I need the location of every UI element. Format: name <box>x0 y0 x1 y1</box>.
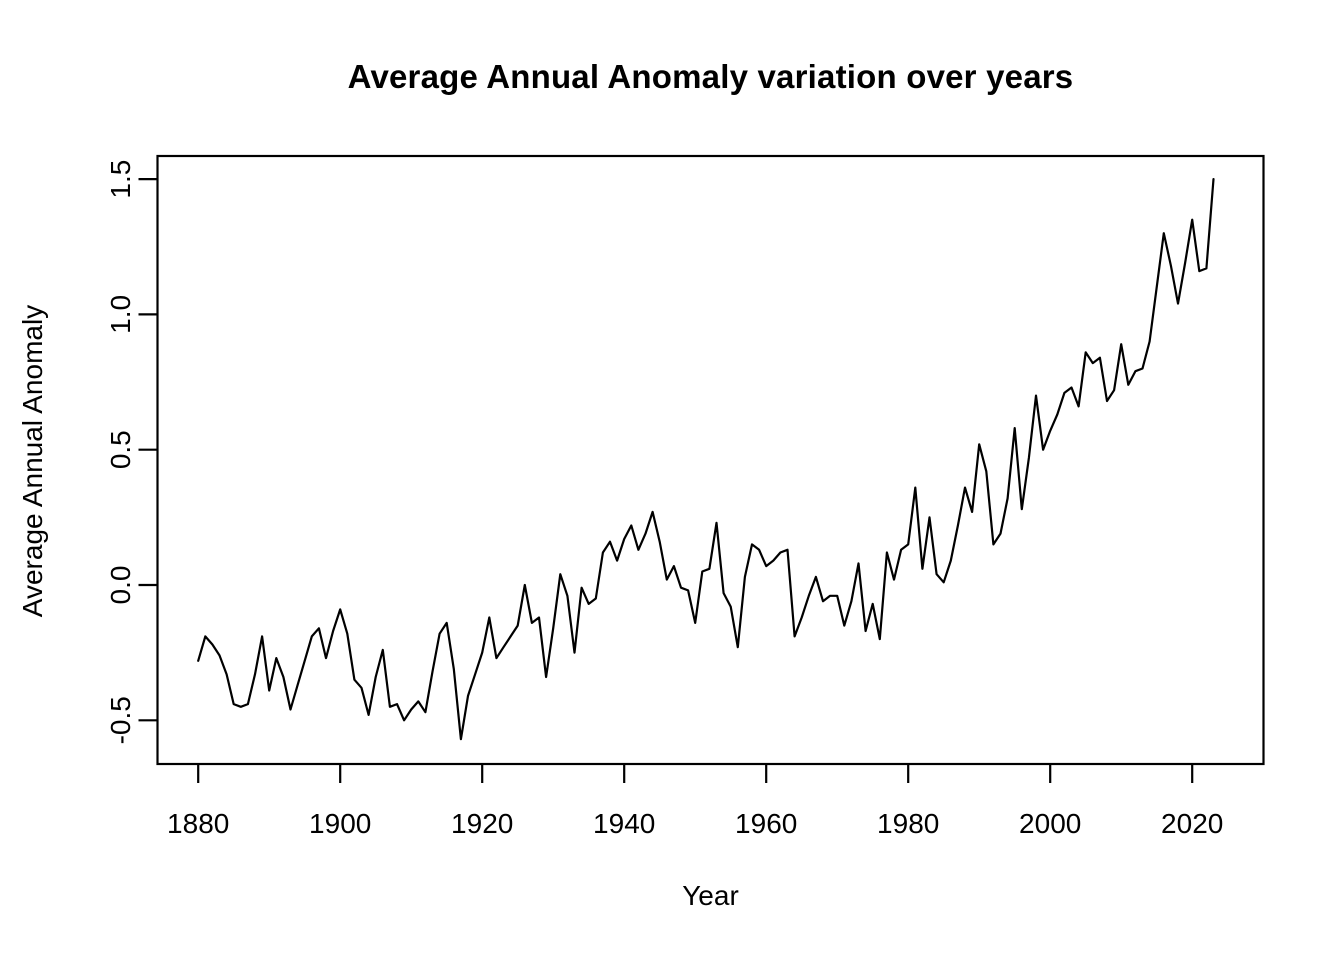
y-tick-label: 0.0 <box>105 566 136 605</box>
x-axis-label: Year <box>682 880 739 911</box>
y-axis-label: Average Annual Anomaly <box>17 304 48 618</box>
x-tick-label: 1880 <box>167 808 229 839</box>
x-tick-label: 1980 <box>877 808 939 839</box>
y-tick-label: 0.5 <box>105 430 136 469</box>
anomaly-line <box>197 178 1215 741</box>
y-tick-label: -0.5 <box>105 696 136 744</box>
x-tick-label: 1920 <box>451 808 513 839</box>
plot-border <box>156 154 1265 766</box>
x-tick-label: 1940 <box>593 808 655 839</box>
y-tick-label: 1.0 <box>105 295 136 334</box>
x-tick-label: 1900 <box>309 808 371 839</box>
x-tick-label: 2020 <box>1161 808 1223 839</box>
chart-title: Average Annual Anomaly variation over ye… <box>347 58 1074 95</box>
y-tick-label: 1.5 <box>105 160 136 199</box>
x-tick-label: 1960 <box>735 808 797 839</box>
x-tick-label: 2000 <box>1019 808 1081 839</box>
